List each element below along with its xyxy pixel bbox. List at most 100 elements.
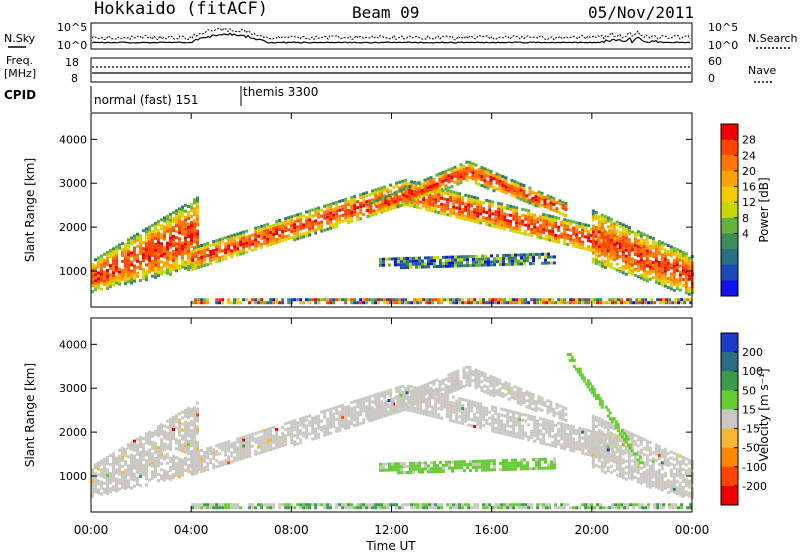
- velocity-cell: [455, 414, 459, 418]
- power-cell: [399, 203, 403, 207]
- velocity-cell: [423, 467, 427, 471]
- power-cell: [181, 247, 184, 251]
- power-cell: [154, 254, 157, 258]
- velocity-cell: [133, 463, 136, 467]
- velocity-cell: [458, 403, 462, 407]
- power-cell: [435, 182, 439, 186]
- power-cell: [127, 268, 130, 272]
- velocity-cell: [449, 404, 453, 408]
- velocity-cell: [287, 433, 291, 437]
- power-cell: [320, 229, 324, 233]
- velocity-cell: [636, 465, 640, 469]
- velocity-cell: [462, 372, 466, 376]
- power-cell: [528, 253, 532, 257]
- power-cell: [513, 253, 517, 257]
- velocity-cell: [549, 409, 553, 413]
- power-cell: [248, 234, 252, 238]
- velocity-cell: [548, 443, 552, 447]
- power-cell: [266, 228, 270, 232]
- velocity-cell: [154, 462, 157, 466]
- velocity-cell: [446, 412, 450, 416]
- power-cell: [548, 220, 552, 224]
- power-cell: [266, 243, 270, 247]
- power-cell: [320, 208, 324, 212]
- velocity-cell: [106, 458, 109, 462]
- velocity-cell: [293, 422, 297, 426]
- power-cell: [548, 214, 552, 218]
- velocity-cell: [528, 467, 532, 471]
- velocity-cell: [528, 406, 532, 410]
- power-cell: [471, 260, 475, 264]
- power-cell: [97, 277, 100, 281]
- velocity-cell: [245, 449, 249, 453]
- power-cell: [118, 270, 121, 274]
- power-cell: [184, 236, 187, 240]
- velocity-cell: [269, 438, 273, 442]
- velocity-cell: [151, 440, 154, 444]
- power-cell: [609, 244, 613, 248]
- velocity-cell: [455, 399, 459, 403]
- velocity-cell: [408, 396, 412, 400]
- velocity-cell: [612, 454, 616, 458]
- velocity-cell: [476, 419, 480, 423]
- velocity-cell: [139, 468, 142, 472]
- power-cell: [378, 260, 382, 264]
- velocity-cell: [112, 458, 115, 462]
- power-cell: [444, 187, 448, 191]
- velocity-cell: [103, 466, 106, 470]
- power-cell: [447, 264, 451, 268]
- power-cell: [606, 216, 610, 220]
- velocity-cell: [609, 455, 613, 459]
- velocity-cell: [459, 466, 463, 470]
- power-cell: [678, 279, 682, 283]
- velocity-cell: [193, 406, 196, 410]
- power-cell: [163, 264, 166, 268]
- velocity-cell: [242, 441, 246, 445]
- velocity-cell: [314, 421, 318, 425]
- velocity-cell: [187, 439, 190, 443]
- velocity-cell: [136, 467, 139, 471]
- velocity-cell: [109, 481, 112, 485]
- velocity-cell: [510, 461, 514, 465]
- velocity-cell: [503, 423, 507, 427]
- velocity-cell: [551, 429, 555, 433]
- velocity-cell: [483, 465, 487, 469]
- power-cell: [678, 288, 682, 292]
- velocity-cell: [563, 432, 567, 436]
- power-cell: [405, 195, 409, 199]
- velocity-cell: [405, 464, 409, 468]
- power-cell: [497, 216, 501, 220]
- power-cell: [636, 245, 640, 249]
- velocity-cell: [172, 437, 175, 441]
- velocity-cell: [245, 455, 249, 459]
- power-cell: [257, 301, 261, 305]
- velocity-cell: [519, 396, 523, 400]
- velocity-cell: [536, 419, 540, 423]
- velocity-cell: [527, 435, 531, 439]
- power-cell: [489, 181, 493, 185]
- power-cell: [145, 230, 148, 234]
- power-cell: [636, 239, 640, 243]
- velocity-cell: [416, 404, 420, 408]
- power-cell: [669, 251, 673, 255]
- power-cell: [509, 222, 513, 226]
- velocity-cell: [591, 429, 595, 433]
- power-cell: [627, 253, 631, 257]
- power-cell: [609, 256, 613, 260]
- power-cell: [548, 238, 552, 242]
- velocity-cell: [266, 436, 270, 440]
- power-cell: [257, 298, 261, 302]
- power-cell: [124, 255, 127, 259]
- power-cell: [169, 251, 172, 255]
- power-cell: [344, 197, 348, 201]
- velocity-cell: [552, 457, 556, 461]
- power-cell: [175, 248, 178, 252]
- power-cell: [467, 218, 471, 222]
- power-cell: [133, 246, 136, 250]
- power-cell: [431, 197, 435, 201]
- power-cell: [666, 277, 670, 281]
- power-cell: [684, 279, 688, 283]
- power-cell: [154, 263, 157, 267]
- velocity-cell: [534, 463, 538, 467]
- power-cell: [462, 164, 466, 168]
